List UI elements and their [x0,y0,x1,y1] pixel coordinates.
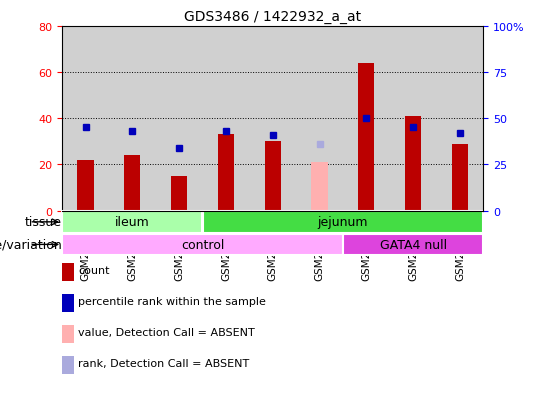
Bar [358,64,375,211]
Bar [451,144,468,211]
Text: jejunum: jejunum [318,216,368,229]
Bar [109,27,156,211]
Bar [202,211,483,233]
Bar [62,234,343,256]
Text: ileum: ileum [115,216,150,229]
Bar [343,27,390,211]
Text: count: count [78,266,110,275]
Bar [436,27,483,211]
Bar [124,156,140,211]
Bar [171,176,187,211]
Bar [62,211,202,233]
Text: value, Detection Call = ABSENT: value, Detection Call = ABSENT [78,328,255,337]
Bar [218,135,234,211]
Bar [156,27,202,211]
Text: control: control [181,238,224,251]
Text: rank, Detection Call = ABSENT: rank, Detection Call = ABSENT [78,358,249,368]
Bar [296,27,343,211]
Text: percentile rank within the sample: percentile rank within the sample [78,297,266,306]
Bar [265,142,281,211]
Bar [390,27,436,211]
Bar [405,116,421,211]
Bar [77,160,94,211]
Bar [311,163,328,211]
Bar [343,234,483,256]
Text: genotype/variation: genotype/variation [0,238,62,251]
Text: tissue: tissue [25,216,62,229]
Text: GATA4 null: GATA4 null [380,238,447,251]
Bar [249,27,296,211]
Title: GDS3486 / 1422932_a_at: GDS3486 / 1422932_a_at [184,10,361,24]
Bar [202,27,249,211]
Bar [62,27,109,211]
